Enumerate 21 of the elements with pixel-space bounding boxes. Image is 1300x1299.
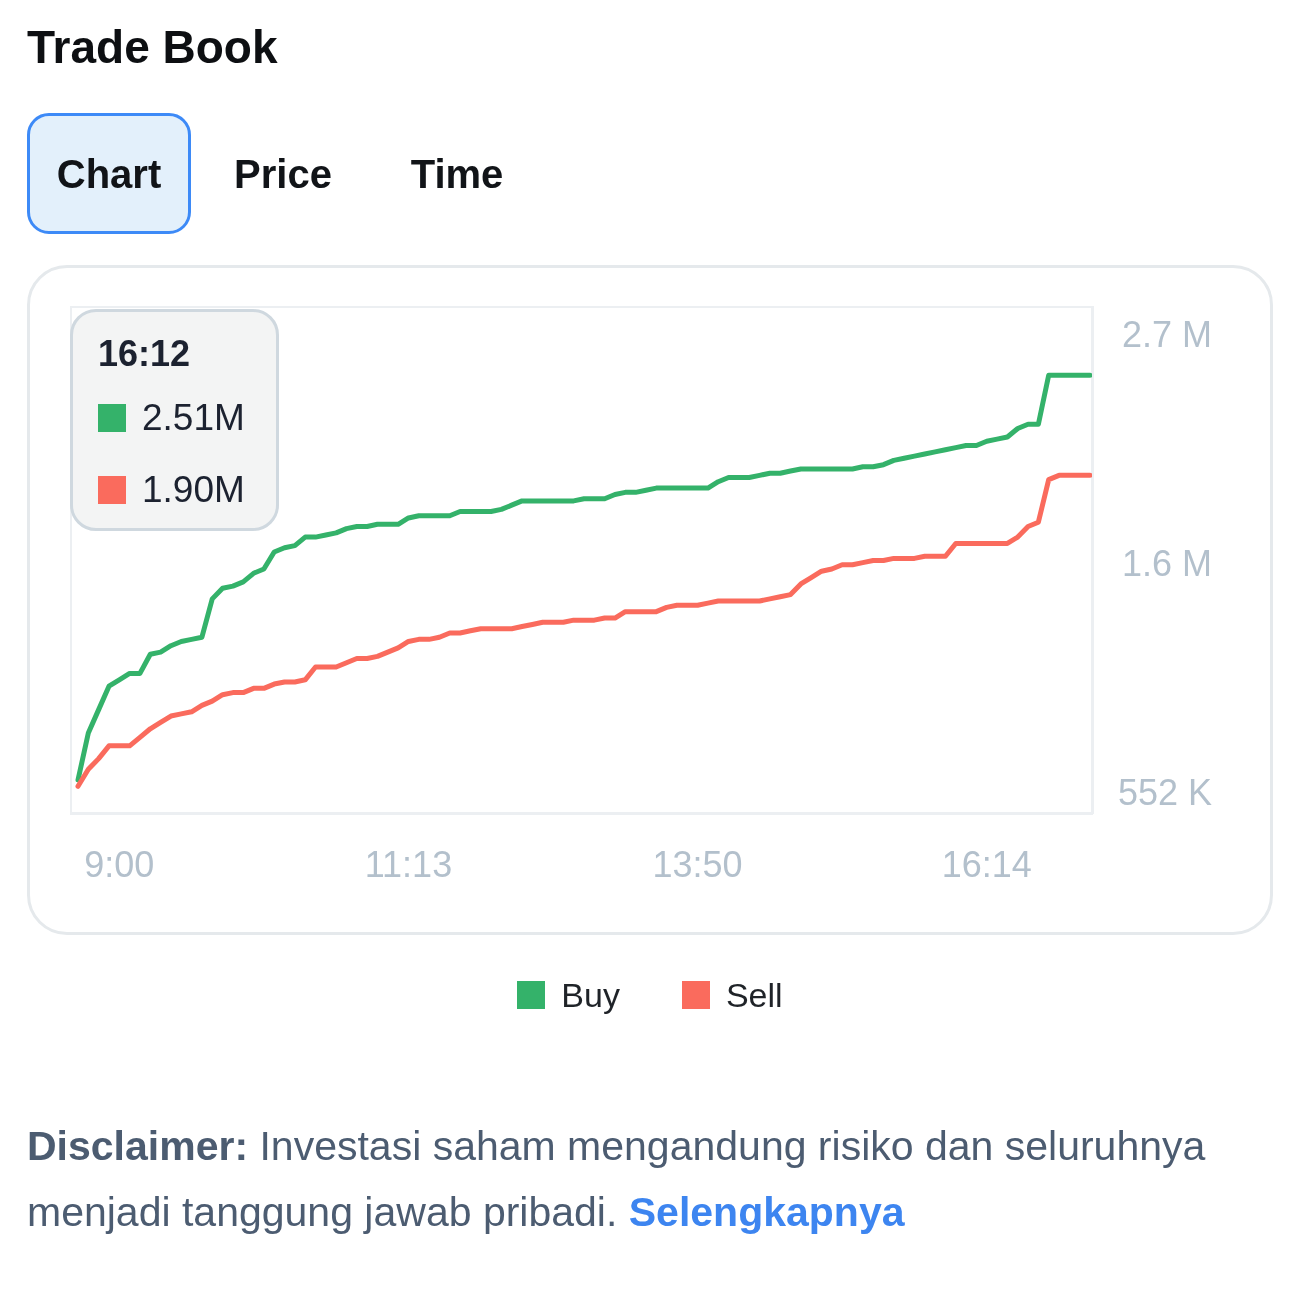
x-tick-label: 9:00: [84, 843, 155, 885]
text: menjadi tanggung jawab pribadi.: [27, 1189, 618, 1235]
selected-tab: Chart: [27, 113, 191, 234]
text: Time: [410, 150, 504, 198]
annotation: 1.90M: [142, 468, 245, 512]
y-tick-label: 552 K: [1117, 771, 1212, 813]
text: Selengkapnya: [628, 1189, 905, 1235]
annotation: 2.51M: [142, 396, 245, 440]
text: Investasi saham mengandung risiko dan seluruhnya: [259, 1123, 1206, 1169]
y-tick-label: 2.7 M: [1121, 314, 1212, 356]
legend-label: Buy: [561, 975, 620, 1015]
legend-label: Sell: [725, 975, 783, 1015]
chart-title: Trade Book: [27, 21, 278, 73]
text: Price: [234, 150, 332, 198]
y-tick-label: 1.6 M: [1121, 543, 1212, 585]
tooltip-box: 16:12 2.51M 1.90M: [70, 309, 279, 531]
text: Disclaimer:: [27, 1123, 249, 1169]
annotation: 16:12: [98, 333, 191, 374]
x-tick-label: 13:50: [652, 843, 743, 885]
x-tick-label: 11:13: [364, 843, 453, 885]
x-tick-label: 16:14: [941, 843, 1032, 885]
